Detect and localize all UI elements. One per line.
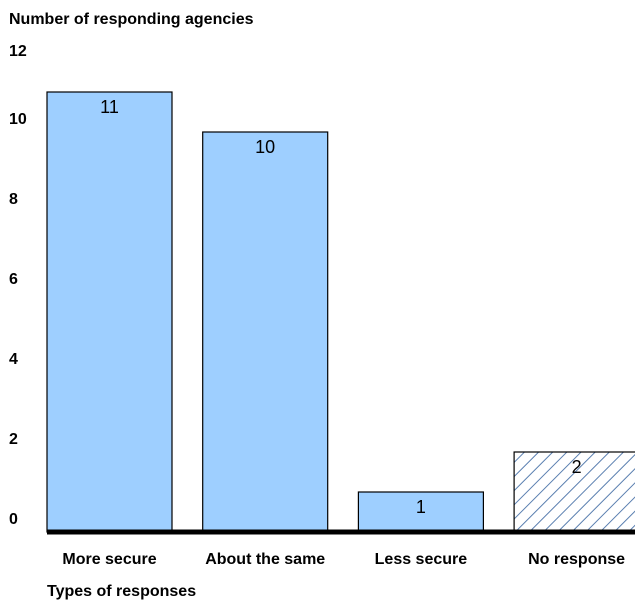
value-label: 11: [100, 97, 119, 117]
y-tick-label: 6: [9, 271, 18, 288]
x-tick-label: About the same: [205, 551, 325, 568]
x-tick-label: More secure: [62, 551, 156, 568]
value-label: 2: [572, 457, 582, 477]
y-tick-label: 4: [9, 351, 18, 368]
x-tick-label: No response: [528, 551, 625, 568]
x-axis-title: Types of responses: [47, 583, 196, 600]
y-tick-label: 10: [9, 111, 27, 128]
value-label: 10: [255, 137, 275, 157]
bar: [46, 91, 173, 533]
x-tick-label: Less secure: [375, 551, 468, 568]
y-tick-label: 2: [9, 431, 18, 448]
chart-title: Number of responding agencies: [9, 11, 254, 28]
y-tick-label: 0: [9, 511, 18, 528]
bar: [357, 491, 484, 533]
y-tick-label: 8: [9, 191, 18, 208]
value-label: 1: [416, 497, 426, 517]
bar: [513, 451, 635, 533]
y-tick-label: 12: [9, 43, 27, 60]
bar: [202, 131, 329, 533]
